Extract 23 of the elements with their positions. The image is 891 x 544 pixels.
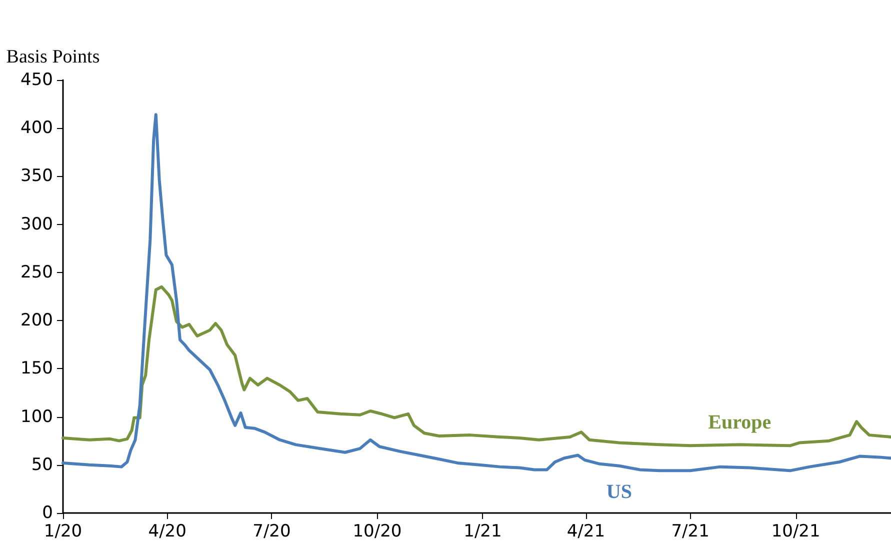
y-tick-label: 50 [31,454,53,475]
y-axis-title: Basis Points [6,46,100,68]
line-series [62,285,891,448]
x-tick-label: 4/21 [566,522,606,542]
line-series [62,113,891,472]
x-tick-label: 1/20 [44,522,82,542]
x-tick-label: 1/21 [464,522,502,542]
y-tick-label: 100 [20,406,53,427]
series-label: Europe [708,412,772,434]
x-tick-label: 7/20 [252,522,291,542]
x-tick-label: 10/20 [352,522,402,542]
series-label: US [606,480,632,503]
y-tick-label: 150 [20,358,53,379]
x-tick-label: 10/21 [771,522,820,542]
y-tick-label: 450 [20,70,53,90]
y-tick-label: 400 [20,118,53,138]
y-tick-label: 0 [42,503,53,523]
x-tick-label: 4/20 [148,522,186,542]
y-tick-label: 250 [20,262,53,282]
y-tick-label: 200 [20,310,53,331]
y-tick-label: 350 [20,166,53,186]
x-tick-label: 7/21 [671,522,710,542]
y-tick-label: 300 [20,214,53,234]
